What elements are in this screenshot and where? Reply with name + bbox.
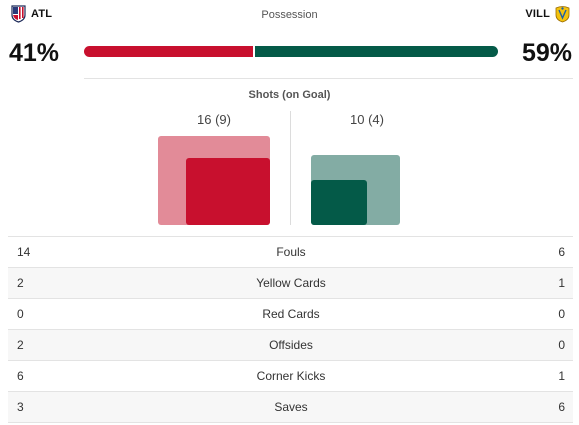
stat-row: 2 Offsides 0: [8, 330, 573, 361]
stat-name: Corner Kicks: [256, 369, 326, 383]
stat-away-value: 0: [558, 307, 565, 321]
atletico-crest-icon: [11, 5, 26, 23]
home-on-goal-box: [186, 158, 270, 225]
stat-away-value: 0: [558, 338, 565, 352]
stat-row: 3 Saves 6: [8, 392, 573, 423]
stat-row: 0 Red Cards 0: [8, 299, 573, 330]
away-on-goal-box: [311, 180, 367, 225]
away-possession-fill: [255, 46, 498, 57]
stat-name: Saves: [274, 400, 308, 414]
stat-away-value: 6: [558, 400, 565, 414]
shots-divider: [290, 111, 291, 225]
possession-bar: [84, 46, 498, 57]
stat-row: 2 Yellow Cards 1: [8, 268, 573, 299]
stat-name: Yellow Cards: [256, 276, 326, 290]
shots-title: Shots (on Goal): [248, 89, 331, 101]
away-shots-label: 10 (4): [350, 112, 384, 127]
section-divider: [84, 78, 573, 79]
stat-away-value: 6: [558, 245, 565, 259]
stat-home-value: 0: [17, 307, 24, 321]
stat-row: 14 Fouls 6: [8, 237, 573, 268]
home-possession-value: 41%: [9, 39, 60, 67]
stat-row: 6 Corner Kicks 1: [8, 361, 573, 392]
home-shots-label: 16 (9): [197, 112, 231, 127]
home-team-abbr: ATL: [31, 8, 53, 20]
stat-home-value: 3: [17, 400, 24, 414]
stat-name: Offsides: [269, 338, 313, 352]
villarreal-crest-icon: [555, 6, 570, 23]
home-possession-fill: [84, 46, 253, 57]
stat-away-value: 1: [558, 276, 565, 290]
stat-home-value: 14: [17, 245, 31, 259]
stat-home-value: 2: [17, 338, 24, 352]
stats-table: 14 Fouls 6 2 Yellow Cards 1 0 Red Cards 0 2 Offsid…: [8, 236, 573, 423]
stat-away-value: 1: [558, 369, 565, 383]
home-team: ATL: [11, 5, 52, 23]
stat-home-value: 6: [17, 369, 24, 383]
stat-home-value: 2: [17, 276, 24, 290]
stat-name: Fouls: [276, 245, 306, 259]
stat-name: Red Cards: [262, 307, 320, 321]
away-team-abbr: VILL: [525, 8, 550, 20]
away-team: VILL: [525, 5, 570, 23]
away-possession-value: 59%: [521, 39, 572, 67]
possession-title: Possession: [261, 9, 318, 21]
